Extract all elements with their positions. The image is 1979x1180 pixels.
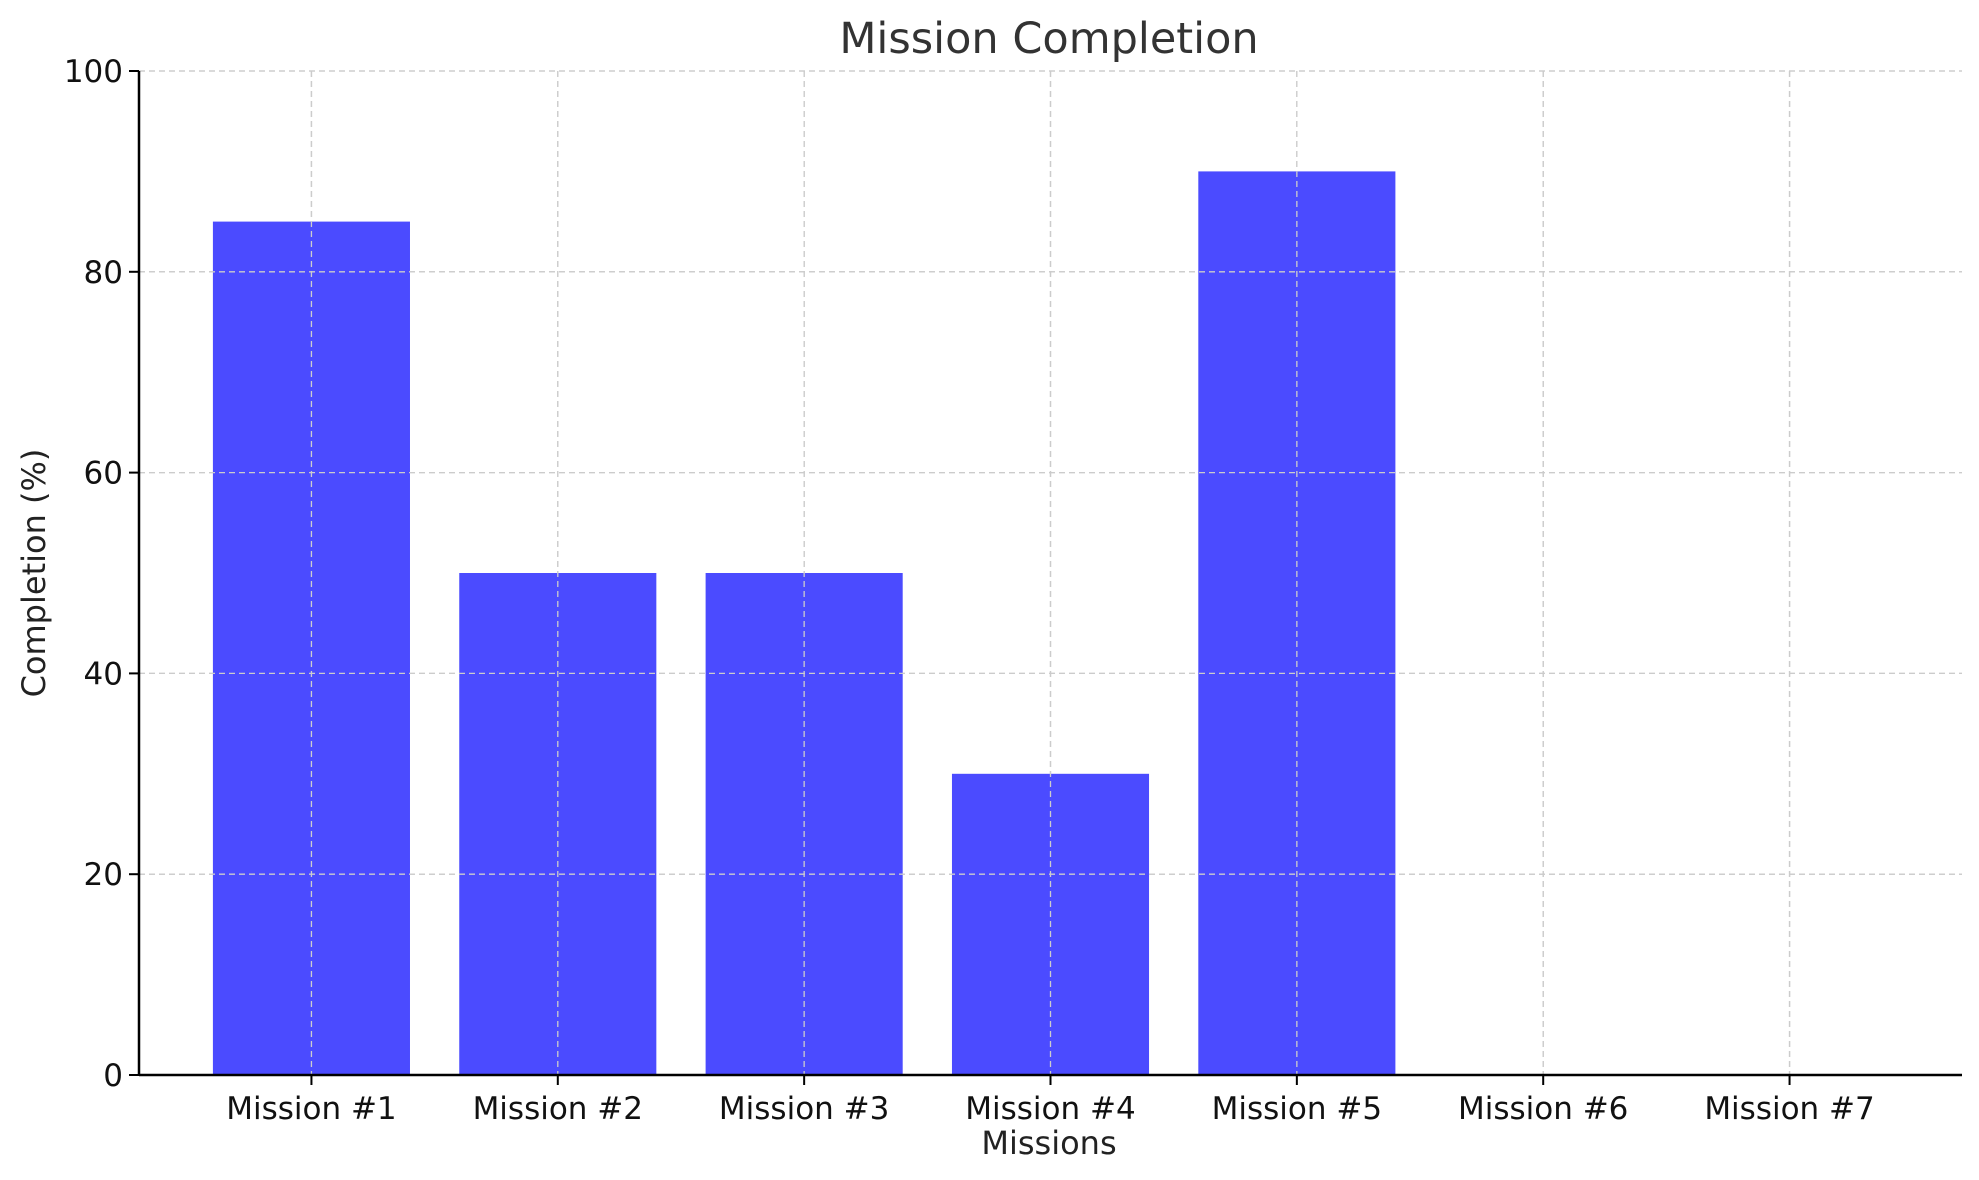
y-tick-label: 60 xyxy=(84,456,123,492)
y-ticks: 0 20 40 60 80 100 xyxy=(64,54,139,1094)
x-tick-label: Mission #2 xyxy=(473,1091,643,1127)
y-axis-label: Completion (%) xyxy=(15,449,53,698)
x-tick-label: Mission #4 xyxy=(965,1091,1135,1127)
y-tick-label: 80 xyxy=(84,255,123,291)
bars xyxy=(139,70,1962,1076)
x-tick-label: Mission #3 xyxy=(719,1091,889,1127)
y-tick-label: 20 xyxy=(84,857,123,893)
chart-title: Mission Completion xyxy=(839,14,1258,64)
x-tick-label: Mission #6 xyxy=(1458,1091,1628,1127)
y-tick-label: 0 xyxy=(103,1058,123,1094)
y-tick-label: 100 xyxy=(64,54,123,90)
x-ticks: Mission #1 Mission #2 Mission #3 Mission #4… xyxy=(226,1075,1875,1127)
x-axis-label: Missions xyxy=(981,1124,1116,1162)
x-tick-label: Mission #7 xyxy=(1704,1091,1874,1127)
x-tick-label: Mission #5 xyxy=(1212,1091,1382,1127)
y-tick-label: 40 xyxy=(84,656,123,692)
x-tick-label: Mission #1 xyxy=(226,1091,396,1127)
